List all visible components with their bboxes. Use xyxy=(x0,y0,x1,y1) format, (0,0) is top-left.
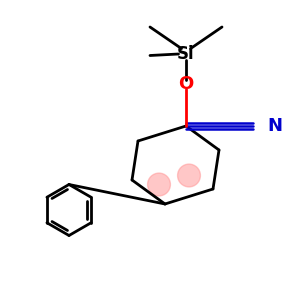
Circle shape xyxy=(148,173,170,196)
Text: O: O xyxy=(178,75,194,93)
Circle shape xyxy=(178,164,200,187)
Text: N: N xyxy=(267,117,282,135)
Text: Si: Si xyxy=(177,45,195,63)
